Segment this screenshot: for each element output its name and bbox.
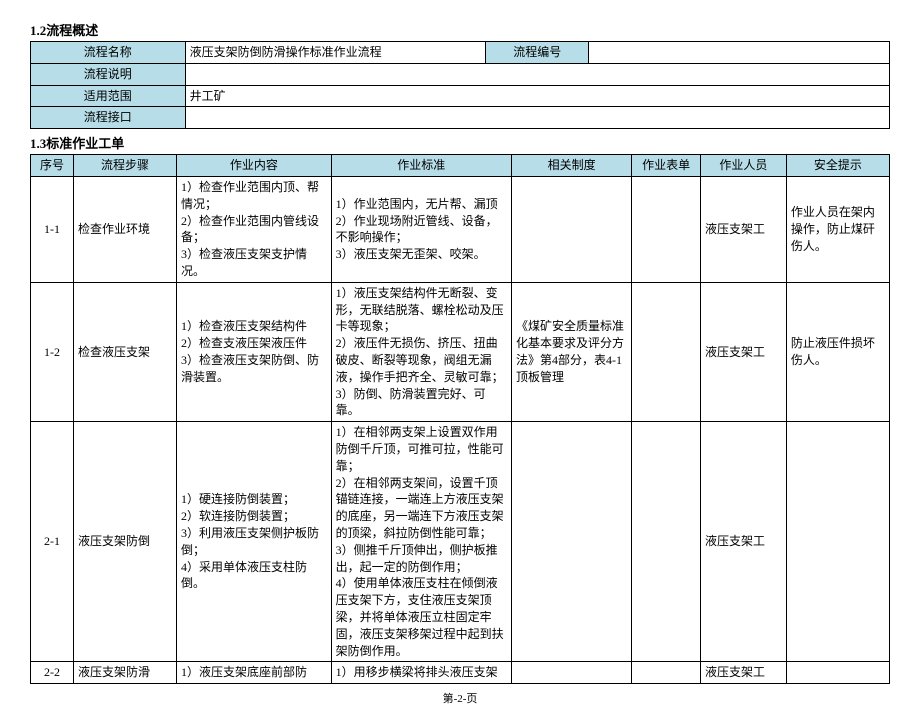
cell-form (632, 282, 701, 421)
cell-standard: 1）用移步横梁将排头液压支架 (331, 662, 511, 684)
hdr-step: 流程步骤 (73, 155, 176, 177)
label-process-name: 流程名称 (31, 42, 186, 64)
overview-table: 流程名称 液压支架防倒防滑操作标准作业流程 流程编号 流程说明 适用范围 井工矿… (30, 41, 890, 129)
label-process-desc: 流程说明 (31, 63, 186, 85)
cell-content: 1）硬连接防倒装置；2）软连接防倒装置；3）利用液压支架侧护板防倒；4）采用单体… (177, 422, 332, 662)
section2-title: 1.3标准作业工单 (30, 133, 890, 152)
cell-person: 液压支架工 (700, 176, 786, 282)
cell-content: 1）检查作业范围内顶、帮情况；2）检查作业范围内管线设备；3）检查液压支架支护情… (177, 176, 332, 282)
val-process-name: 液压支架防倒防滑操作标准作业流程 (185, 42, 486, 64)
hdr-content: 作业内容 (177, 155, 332, 177)
cell-step: 检查液压支架 (73, 282, 176, 421)
cell-regs (512, 176, 632, 282)
cell-step: 检查作业环境 (73, 176, 176, 282)
hdr-safety: 安全提示 (786, 155, 889, 177)
val-process-desc (185, 63, 889, 85)
label-scope: 适用范围 (31, 85, 186, 107)
hdr-form: 作业表单 (632, 155, 701, 177)
table-row: 2-1 液压支架防倒 1）硬连接防倒装置；2）软连接防倒装置；3）利用液压支架侧… (31, 422, 890, 662)
cell-standard: 1）液压支架结构件无断裂、变形，无联结脱落、螺栓松动及压卡等现象；2）液压件无损… (331, 282, 511, 421)
val-scope: 井工矿 (185, 85, 889, 107)
cell-seq: 1-1 (31, 176, 74, 282)
table-row: 1-1 检查作业环境 1）检查作业范围内顶、帮情况；2）检查作业范围内管线设备；… (31, 176, 890, 282)
cell-content: 1）检查液压支架结构件2）检查支液压架液压件3）检查液压支架防倒、防滑装置。 (177, 282, 332, 421)
label-interface: 流程接口 (31, 107, 186, 129)
table-row: 2-2 液压支架防滑 1）液压支架底座前部防 1）用移步横梁将排头液压支架 液压… (31, 662, 890, 684)
cell-safety (786, 662, 889, 684)
cell-standard: 1）在相邻两支架上设置双作用防倒千斤顶，可推可拉，性能可靠；2）在相邻两支架间，… (331, 422, 511, 662)
table-row: 1-2 检查液压支架 1）检查液压支架结构件2）检查支液压架液压件3）检查液压支… (31, 282, 890, 421)
hdr-person: 作业人员 (700, 155, 786, 177)
cell-regs (512, 422, 632, 662)
hdr-seq: 序号 (31, 155, 74, 177)
cell-person: 液压支架工 (700, 422, 786, 662)
cell-safety: 防止液压件损坏伤人。 (786, 282, 889, 421)
cell-safety: 作业人员在架内操作，防止煤矸伤人。 (786, 176, 889, 282)
cell-person: 液压支架工 (700, 282, 786, 421)
cell-standard: 1）作业范围内，无片帮、漏顶2）作业现场附近管线、设备，不影响操作；3）液压支架… (331, 176, 511, 282)
hdr-regs: 相关制度 (512, 155, 632, 177)
work-order-table: 序号 流程步骤 作业内容 作业标准 相关制度 作业表单 作业人员 安全提示 1-… (30, 154, 890, 684)
section1-title: 1.2流程概述 (30, 20, 890, 39)
cell-person: 液压支架工 (700, 662, 786, 684)
cell-seq: 2-1 (31, 422, 74, 662)
cell-regs: 《煤矿安全质量标准化基本要求及评分方法》第4部分，表4-1顶板管理 (512, 282, 632, 421)
cell-seq: 1-2 (31, 282, 74, 421)
val-process-code (589, 42, 890, 64)
val-interface (185, 107, 889, 129)
cell-form (632, 176, 701, 282)
cell-step: 液压支架防滑 (73, 662, 176, 684)
hdr-standard: 作业标准 (331, 155, 511, 177)
cell-step: 液压支架防倒 (73, 422, 176, 662)
cell-seq: 2-2 (31, 662, 74, 684)
cell-form (632, 422, 701, 662)
cell-regs (512, 662, 632, 684)
cell-form (632, 662, 701, 684)
cell-content: 1）液压支架底座前部防 (177, 662, 332, 684)
cell-safety (786, 422, 889, 662)
label-process-code: 流程编号 (486, 42, 589, 64)
page-footer: 第-2-页 (30, 690, 890, 706)
